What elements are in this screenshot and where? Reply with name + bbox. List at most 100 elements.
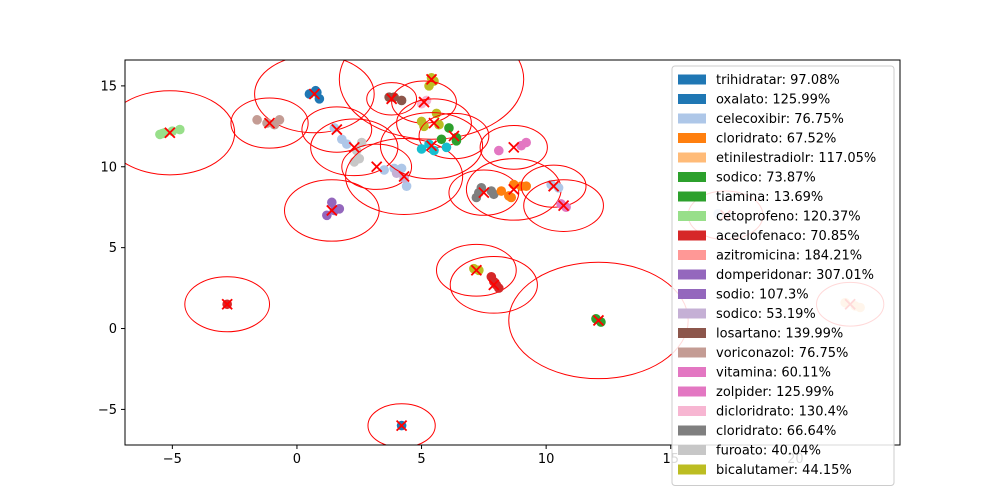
data-point bbox=[493, 145, 504, 156]
data-point bbox=[496, 186, 507, 196]
cluster-pink-right bbox=[479, 125, 548, 170]
data-point bbox=[441, 142, 452, 153]
cluster-circle bbox=[310, 118, 399, 177]
legend-entry: etinilestradiolr: 117.05% bbox=[678, 151, 876, 166]
cluster-brown-left bbox=[230, 97, 309, 149]
legend-swatch bbox=[678, 386, 706, 397]
legend-swatch bbox=[678, 289, 706, 299]
data-point bbox=[474, 265, 484, 276]
data-point bbox=[175, 124, 185, 135]
legend-label: dicloridrato: 130.4% bbox=[716, 405, 848, 420]
centroid-marker bbox=[547, 180, 560, 192]
cluster-circle bbox=[283, 179, 380, 242]
y-tick-label: 10 bbox=[100, 160, 117, 175]
y-tick-label: 0 bbox=[109, 322, 117, 337]
data-point bbox=[506, 192, 517, 203]
legend-swatch bbox=[678, 406, 706, 416]
legend-label: sodico: 53.19% bbox=[716, 307, 816, 322]
data-point bbox=[252, 115, 262, 125]
centroid-marker bbox=[395, 419, 408, 432]
cluster-green-left bbox=[125, 90, 236, 176]
cluster-circle bbox=[449, 256, 538, 314]
centroid-marker bbox=[221, 298, 233, 310]
cluster-gray-mid bbox=[310, 118, 399, 177]
cluster-circle bbox=[341, 143, 413, 190]
centroid-marker bbox=[348, 141, 360, 153]
cluster-circle bbox=[301, 106, 373, 153]
data-point bbox=[451, 136, 462, 146]
centroid-marker bbox=[326, 204, 338, 217]
centroid-marker bbox=[488, 279, 500, 291]
data-point bbox=[396, 95, 407, 106]
data-point bbox=[489, 276, 499, 287]
legend-swatch bbox=[678, 152, 706, 163]
data-point bbox=[474, 187, 484, 198]
data-point bbox=[356, 137, 367, 148]
legend-swatch bbox=[678, 445, 706, 455]
legend-swatch bbox=[678, 230, 706, 241]
cluster-circle bbox=[520, 164, 587, 208]
legend-swatch bbox=[678, 113, 706, 124]
data-point bbox=[401, 181, 412, 191]
legend-swatch bbox=[678, 74, 706, 85]
legend-label: domperidonar: 307.01% bbox=[716, 268, 874, 283]
centroid-marker bbox=[398, 170, 410, 183]
cluster-lightblue-right bbox=[520, 164, 587, 208]
cluster-circle bbox=[367, 403, 436, 445]
centroid-marker bbox=[425, 73, 438, 86]
legend-label: vitamina: 60.11% bbox=[716, 366, 831, 381]
data-point bbox=[429, 145, 439, 156]
legend-swatch bbox=[678, 172, 706, 182]
y-tick-label: 5 bbox=[109, 241, 117, 256]
legend-label: tiamina: 13.69% bbox=[716, 190, 823, 205]
cluster-lightblue-mid bbox=[301, 106, 373, 153]
cluster-blue-bottom bbox=[367, 403, 436, 445]
data-point bbox=[269, 119, 280, 130]
x-tick-label: 5 bbox=[417, 452, 425, 467]
data-point bbox=[521, 137, 532, 148]
legend-entry: furoato: 40.04% bbox=[678, 444, 821, 459]
legend-swatch bbox=[678, 328, 706, 338]
legend-entry: sodico: 73.87% bbox=[678, 171, 816, 186]
centroid-marker bbox=[592, 314, 605, 327]
legend-swatch bbox=[678, 367, 706, 377]
centroid-marker bbox=[308, 88, 321, 100]
plot-frame bbox=[124, 59, 901, 446]
cluster-circle bbox=[125, 90, 236, 176]
legend-entry: oxalato: 125.99% bbox=[678, 93, 830, 108]
cluster-circle bbox=[379, 112, 484, 180]
legend-label: etinilestradiolr: 117.05% bbox=[716, 151, 876, 166]
data-point bbox=[416, 144, 427, 154]
legend-entry: cloridrato: 66.64% bbox=[678, 424, 836, 439]
centroid-marker bbox=[478, 187, 490, 199]
legend-entry: celecoxibir: 76.75% bbox=[678, 112, 844, 127]
legend-label: aceclofenaco: 70.85% bbox=[716, 229, 860, 244]
legend-entry: losartano: 139.99% bbox=[678, 327, 843, 342]
data-point bbox=[262, 118, 272, 128]
cluster-circle bbox=[479, 125, 548, 170]
legend-label: celecoxibir: 76.75% bbox=[716, 112, 844, 127]
centroid-marker bbox=[448, 130, 460, 142]
legend-swatch bbox=[678, 308, 706, 319]
cluster-olive-low bbox=[435, 243, 517, 297]
centroid-marker bbox=[425, 140, 438, 152]
x-tick-label: 0 bbox=[293, 452, 301, 467]
cluster-gray-right bbox=[448, 169, 520, 216]
data-point bbox=[434, 119, 444, 130]
cluster-circle bbox=[366, 82, 418, 116]
y-tick-label: 15 bbox=[100, 79, 117, 94]
legend-swatch bbox=[678, 425, 706, 436]
legend-label: sodico: 73.87% bbox=[716, 171, 816, 186]
data-point bbox=[327, 197, 337, 208]
cluster-blue-top bbox=[254, 60, 375, 134]
data-point bbox=[493, 283, 504, 293]
legend-entry: domperidonar: 307.01% bbox=[678, 268, 874, 283]
legend-entry: tiamina: 13.69% bbox=[678, 190, 823, 205]
legend-label: oxalato: 125.99% bbox=[716, 93, 830, 108]
legend-label: voriconazol: 76.75% bbox=[716, 346, 848, 361]
centroid-marker bbox=[331, 123, 343, 136]
legend-label: cloridrato: 66.64% bbox=[716, 424, 836, 439]
cluster-circle bbox=[184, 276, 271, 333]
centroid-marker bbox=[371, 161, 383, 173]
cluster-green-right bbox=[508, 261, 689, 380]
